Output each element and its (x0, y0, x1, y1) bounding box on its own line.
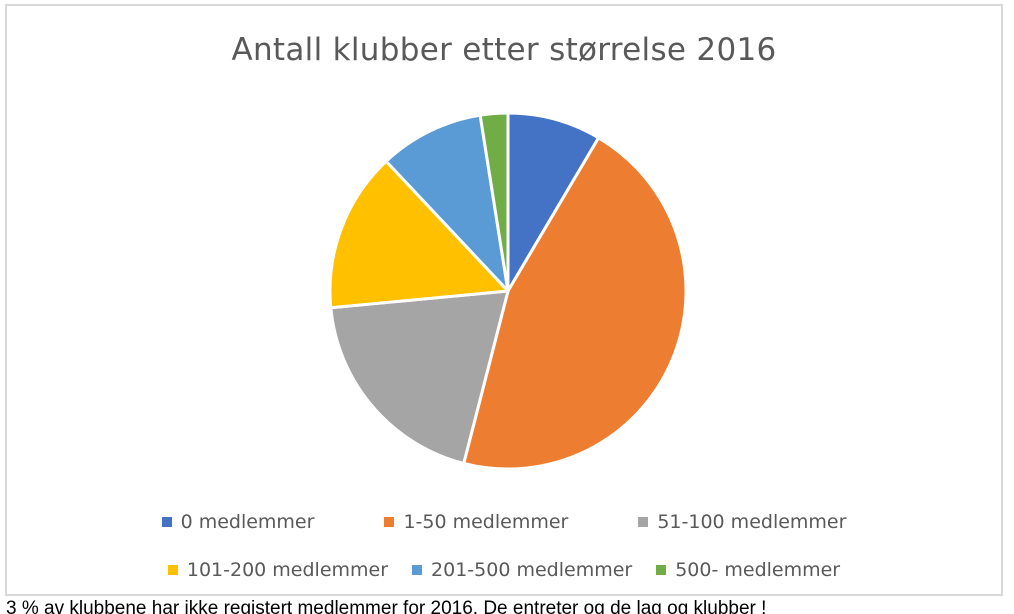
pie-slice-4 (328, 159, 510, 310)
legend-label: 1-50 medlemmer (403, 511, 569, 533)
legend-swatch (412, 565, 423, 575)
pie-slice-3 (329, 289, 510, 465)
legend-item: 1-50 medlemmer (384, 511, 568, 533)
legend-row-2: 101-200 medlemmer 201-500 medlemmer 500- m… (7, 559, 1001, 581)
legend-item: 500- medlemmer (656, 559, 840, 581)
pie-chart (328, 111, 688, 471)
legend-row-1: 0 medlemmer 1-50 medlemmer 51-100 medlemme… (7, 511, 1001, 533)
legend-swatch (167, 565, 178, 575)
legend-swatch (638, 517, 649, 527)
legend-label: 51-100 medlemmer (657, 511, 847, 533)
chart-title: Antall klubber etter størrelse 2016 (231, 32, 777, 68)
legend-item: 101-200 medlemmer (167, 559, 389, 581)
caption-text: 3 % av klubbene har ikke registert medle… (6, 598, 767, 614)
pie-slice-5 (384, 113, 510, 293)
pie-slice-1 (506, 111, 601, 293)
legend-label: 101-200 medlemmer (186, 559, 389, 581)
legend-label: 201-500 medlemmer (431, 559, 633, 581)
legend-swatch (161, 517, 172, 527)
legend-label: 0 medlemmer (180, 511, 315, 533)
chart-frame: Antall klubber etter størrelse 2016 0 me… (5, 4, 1003, 596)
legend-item: 51-100 medlemmer (638, 511, 846, 533)
legend-item: 201-500 medlemmer (412, 559, 632, 581)
pie-slice-2 (462, 136, 688, 471)
legend-swatch (384, 517, 395, 527)
legend-swatch (656, 565, 667, 575)
pie-slice-6 (478, 111, 510, 293)
legend-item: 0 medlemmer (161, 511, 315, 533)
legend-label: 500- medlemmer (675, 559, 841, 581)
